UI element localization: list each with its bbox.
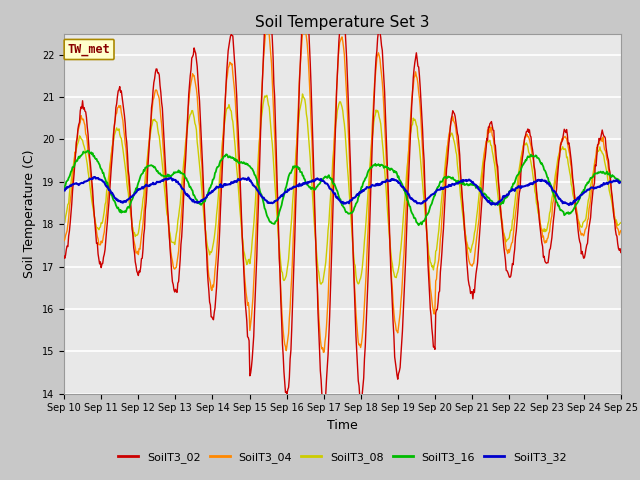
Text: TW_met: TW_met bbox=[68, 43, 111, 56]
Legend: SoilT3_02, SoilT3_04, SoilT3_08, SoilT3_16, SoilT3_32: SoilT3_02, SoilT3_04, SoilT3_08, SoilT3_… bbox=[114, 447, 571, 467]
Y-axis label: Soil Temperature (C): Soil Temperature (C) bbox=[23, 149, 36, 278]
X-axis label: Time: Time bbox=[327, 419, 358, 432]
Title: Soil Temperature Set 3: Soil Temperature Set 3 bbox=[255, 15, 429, 30]
